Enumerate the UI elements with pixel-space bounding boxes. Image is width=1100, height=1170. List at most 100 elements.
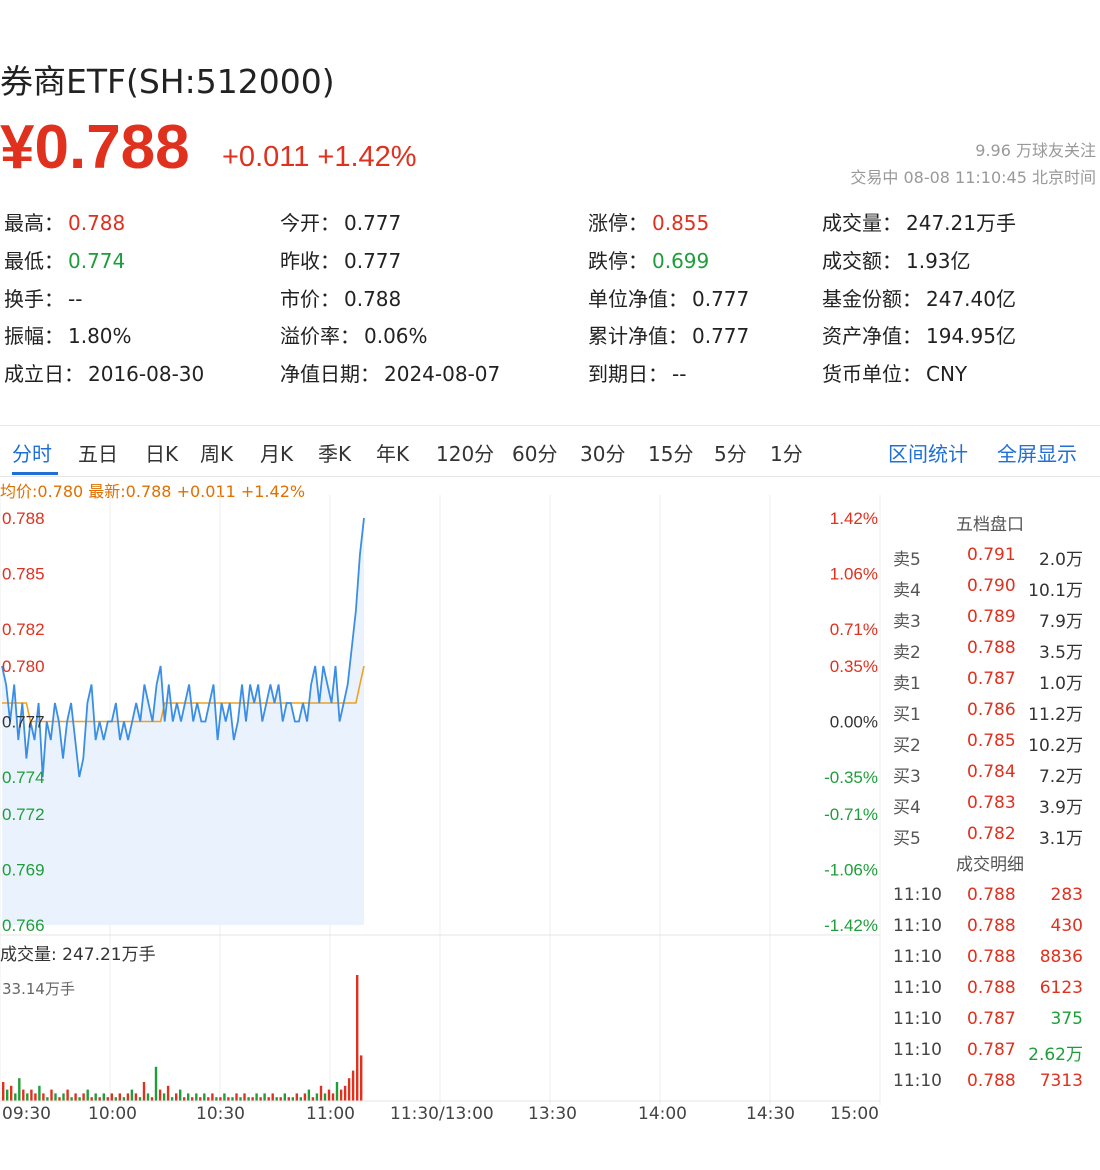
trade-time: 11:10 [893, 1040, 942, 1060]
volume-bar [360, 1055, 363, 1101]
tab-2[interactable]: 日K [145, 442, 179, 466]
trade-volume: 2.62万 [1028, 1045, 1083, 1065]
order-book-price: 0.782 [967, 824, 1016, 844]
pct-tick-label: 1.42% [830, 509, 878, 528]
trade-price: 0.788 [967, 1071, 1016, 1091]
order-book-volume: 3.9万 [1038, 798, 1083, 818]
order-book-volume: 3.1万 [1038, 829, 1083, 849]
range-stats-link[interactable]: 区间统计 [888, 442, 968, 466]
stat-label: 最低： [4, 249, 64, 273]
volume-bar [295, 1093, 298, 1101]
volume-bar [311, 1097, 315, 1101]
volume-bar [34, 1093, 37, 1101]
time-axis-label: 14:00 [638, 1104, 687, 1124]
current-price: ¥0.788 [0, 113, 190, 182]
trade-row: 11:10 0.787 375 [885, 1004, 1095, 1035]
pct-tick-label: 0.71% [830, 620, 878, 639]
tab-0[interactable]: 分时 [12, 442, 52, 466]
order-book-title: 五档盘口 [956, 515, 1024, 535]
price-tick-label: 0.774 [2, 768, 45, 787]
volume-bar [307, 1089, 311, 1101]
trade-volume: 430 [1050, 916, 1083, 936]
volume-bar [142, 1082, 146, 1101]
volume-bar [90, 1097, 93, 1101]
stat-item: 净值日期： 2024-08-07 [280, 358, 500, 387]
page-title: 券商ETF(SH:512000) [0, 62, 335, 101]
stat-label: 振幅： [4, 324, 64, 348]
intraday-chart[interactable]: 0.788 1.42% 0.785 1.06% 0.782 0.71% 0.780 0.35%… [0, 495, 885, 1115]
order-book-volume: 7.2万 [1038, 767, 1083, 787]
volume-bar [22, 1089, 25, 1101]
stat-value: -- [672, 362, 687, 386]
stat-item: 换手： -- [4, 283, 82, 312]
order-book-list: 卖5 0.791 2.0万 卖4 0.790 10.1万 卖3 0.789 7.9万 卖2 0.78… [885, 540, 1095, 850]
order-book-price: 0.785 [967, 731, 1016, 751]
tab-8[interactable]: 60分 [512, 442, 558, 466]
order-book-row: 买1 0.786 11.2万 [885, 695, 1095, 726]
stat-item: 最高： 0.788 [4, 207, 125, 236]
volume-bar [10, 1085, 13, 1101]
stat-item: 市价： 0.788 [280, 283, 401, 312]
volume-bar [78, 1097, 81, 1101]
stat-label: 昨收： [280, 249, 340, 273]
stat-value: 0.777 [344, 249, 402, 273]
volume-bar [267, 1097, 270, 1101]
pct-tick-label: -0.35% [824, 768, 878, 787]
volume-max-label: 33.14万手 [2, 980, 75, 998]
tab-7[interactable]: 120分 [436, 442, 495, 466]
stat-item: 昨收： 0.777 [280, 245, 401, 274]
time-axis-label: 11:30/13:00 [390, 1104, 494, 1124]
stat-label: 累计净值： [588, 324, 688, 348]
volume-bar [271, 1093, 274, 1101]
tab-4[interactable]: 月K [260, 442, 294, 466]
price-tick-label: 0.766 [2, 916, 45, 935]
tab-9[interactable]: 30分 [580, 442, 626, 466]
trade-row: 11:10 0.787 2.62万 [885, 1035, 1095, 1066]
tab-1[interactable]: 五日 [78, 442, 118, 466]
trading-status: 交易中 08-08 11:10:45 北京时间 [850, 168, 1096, 187]
volume-bar [259, 1097, 262, 1101]
tab-5[interactable]: 季K [318, 442, 352, 466]
chart-tab-bar: 分时 五日 日K 周K 月K 季K 年K 120分 60分 30分 15分 5分 1分 区间统计 全屏显示 [0, 425, 1100, 477]
volume-bar [110, 1093, 113, 1101]
tab-12[interactable]: 1分 [770, 442, 803, 466]
stat-item: 振幅： 1.80% [4, 320, 132, 349]
volume-bar [54, 1093, 57, 1101]
stat-label: 到期日： [588, 362, 668, 386]
volume-bar [199, 1097, 202, 1101]
trade-volume: 375 [1050, 1009, 1083, 1029]
volume-bar [343, 1085, 347, 1101]
volume-bar [183, 1097, 186, 1101]
time-axis-label: 14:30 [746, 1104, 795, 1124]
volume-bar [223, 1093, 226, 1101]
stat-label: 最高： [4, 211, 64, 235]
stat-item: 溢价率： 0.06% [280, 320, 428, 349]
order-book-label: 卖5 [893, 550, 921, 570]
order-book-price: 0.787 [967, 669, 1016, 689]
stat-label: 货币单位： [822, 362, 922, 386]
volume-bar [38, 1085, 41, 1101]
tab-10[interactable]: 15分 [648, 442, 694, 466]
tab-11[interactable]: 5分 [714, 442, 747, 466]
tab-3[interactable]: 周K [200, 442, 234, 466]
stat-item: 成交量： 247.21万手 [822, 207, 1016, 236]
fullscreen-link[interactable]: 全屏显示 [997, 442, 1077, 466]
volume-bar [207, 1097, 210, 1101]
order-book-row: 卖1 0.787 1.0万 [885, 664, 1095, 695]
order-book-row: 卖3 0.789 7.9万 [885, 602, 1095, 633]
trade-volume: 7313 [1039, 1071, 1083, 1091]
price-tick-label: 0.772 [2, 805, 45, 824]
stat-label: 单位净值： [588, 287, 688, 311]
trades-title: 成交明细 [956, 855, 1024, 875]
stat-item: 基金份额： 247.40亿 [822, 283, 1016, 312]
stat-value: CNY [926, 362, 968, 386]
stat-label: 基金份额： [822, 287, 922, 311]
tab-6[interactable]: 年K [376, 442, 410, 466]
active-tab-indicator [12, 472, 58, 475]
stat-item: 成交额： 1.93亿 [822, 245, 971, 274]
volume-bar [351, 1070, 355, 1101]
order-book-price: 0.791 [967, 545, 1016, 565]
volume-bar [235, 1093, 238, 1101]
time-axis-label: 09:30 [2, 1104, 51, 1124]
volume-bar [86, 1089, 89, 1101]
